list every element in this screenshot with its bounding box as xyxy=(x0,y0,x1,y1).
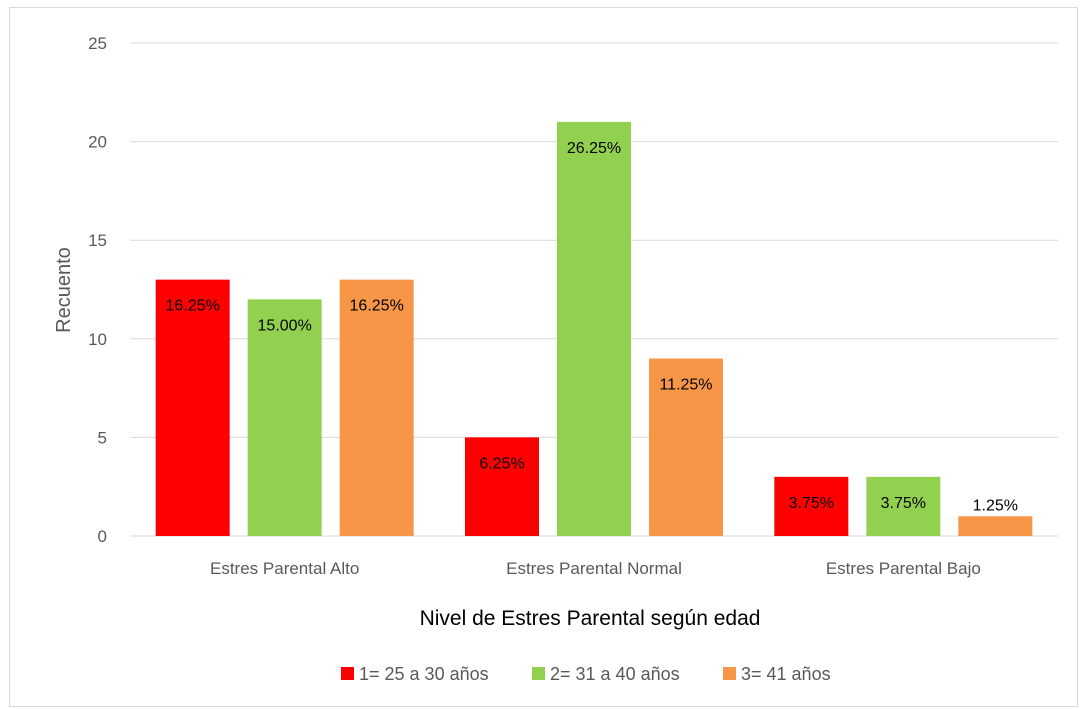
bar xyxy=(774,476,849,536)
x-tick-label: Estres Parental Bajo xyxy=(826,559,981,578)
bar xyxy=(958,516,1033,536)
data-label: 15.00% xyxy=(258,317,312,334)
legend-swatch xyxy=(532,667,545,680)
data-label: 3.75% xyxy=(881,495,926,512)
y-tick-label: 0 xyxy=(98,527,107,546)
data-labels: 16.25% 15.00% 16.25% 6.25% 26.25% 11.25% 3.75%… xyxy=(166,140,1018,514)
data-label: 16.25% xyxy=(166,298,220,315)
bar xyxy=(247,299,322,536)
y-tick-label: 25 xyxy=(88,34,107,53)
y-tick-label: 10 xyxy=(88,330,107,349)
data-label: 16.25% xyxy=(350,298,404,315)
legend-label: 1= 25 a 30 años xyxy=(359,664,489,684)
y-tick-label: 15 xyxy=(88,231,107,250)
data-label: 26.25% xyxy=(567,140,621,157)
legend-label: 2= 31 a 40 años xyxy=(550,664,680,684)
bar xyxy=(155,279,230,536)
y-tick-label: 20 xyxy=(88,133,107,152)
bar xyxy=(465,437,539,536)
x-tick-label: Estres Parental Alto xyxy=(210,559,359,578)
bar xyxy=(557,121,631,536)
y-axis-title: Recuento xyxy=(53,247,75,333)
data-label: 1.25% xyxy=(973,497,1018,514)
data-label: 3.75% xyxy=(789,495,834,512)
y-axis-ticks: 0 5 10 15 20 25 xyxy=(88,34,107,546)
y-tick-label: 5 xyxy=(98,428,107,447)
legend-swatch xyxy=(341,667,354,680)
bar xyxy=(649,358,723,536)
bar xyxy=(866,476,941,536)
data-label: 6.25% xyxy=(479,455,524,472)
x-axis-ticks: Estres Parental Alto Estres Parental Norm… xyxy=(210,559,981,578)
x-axis-title: Nivel de Estres Parental según edad xyxy=(420,607,761,630)
legend: 1= 25 a 30 años 2= 31 a 40 años 3= 41 años xyxy=(341,664,831,684)
legend-label: 3= 41 años xyxy=(741,664,831,684)
bar xyxy=(339,279,414,536)
data-label: 11.25% xyxy=(659,377,712,394)
x-tick-label: Estres Parental Normal xyxy=(506,559,682,578)
bars xyxy=(155,121,1033,536)
legend-swatch xyxy=(723,667,736,680)
